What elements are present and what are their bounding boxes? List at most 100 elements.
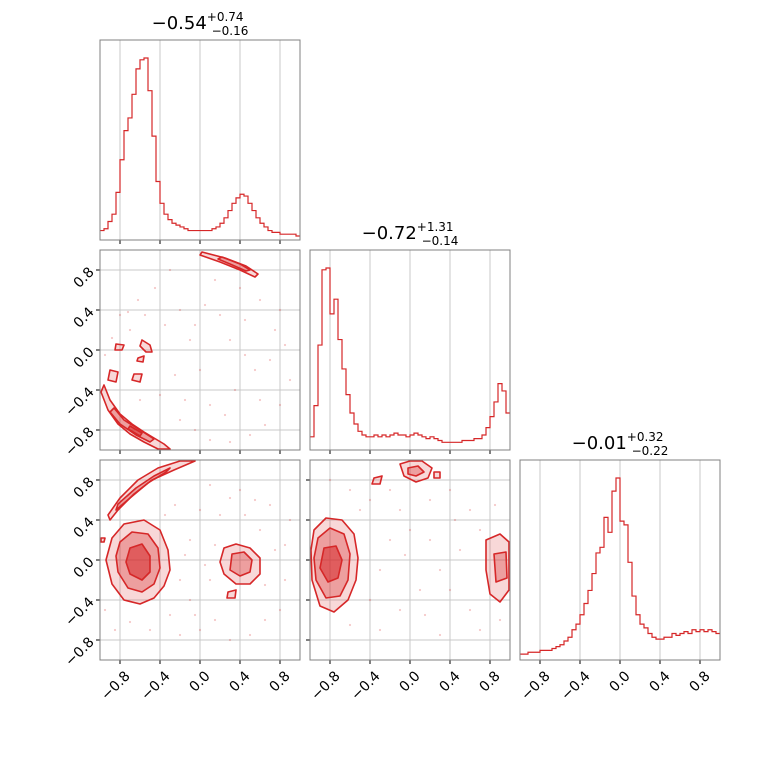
histogram-bin (386, 437, 390, 450)
contour-level-2 (407, 465, 425, 477)
histogram-bin (418, 435, 422, 450)
y-tick-label: 0.8 (71, 264, 98, 291)
sample-point (183, 398, 187, 402)
histogram-bin (204, 231, 208, 240)
histogram-bin (208, 231, 212, 240)
histogram-bin (620, 521, 624, 660)
contour-level-1 (433, 471, 441, 479)
histogram-bin (668, 637, 672, 660)
histogram-bin (318, 345, 322, 450)
histogram-bin (454, 442, 458, 450)
y-tick-label: 0.8 (71, 474, 98, 501)
histogram-bin (220, 223, 224, 240)
x-tick-label: 0.0 (187, 668, 214, 695)
histogram-bin (584, 604, 588, 660)
histogram-bin (288, 234, 292, 240)
sample-point (268, 503, 272, 507)
histogram-bin (648, 634, 652, 660)
panel-frame (309, 249, 511, 451)
histogram-bin (446, 442, 450, 450)
histogram-bin (292, 234, 296, 240)
histogram-bin (394, 433, 398, 450)
histogram-bin (676, 635, 680, 660)
sample-point (468, 508, 472, 512)
x-tick-label: −0.8 (98, 668, 133, 703)
contour-level-1 (219, 543, 261, 585)
sample-point (248, 433, 252, 437)
histogram-bin (124, 131, 128, 240)
contour-level-3 (319, 545, 343, 583)
sample-point (188, 598, 192, 602)
histogram-bin (196, 231, 200, 240)
histogram-series (310, 267, 510, 443)
contour-level-1 (107, 460, 196, 521)
panel-frame (519, 459, 721, 661)
histogram-bin (192, 231, 196, 240)
histogram-bin (136, 69, 140, 240)
histogram-bin (148, 91, 152, 240)
x-tick-label: −0.4 (558, 668, 593, 703)
density-panel-2-0 (96, 459, 301, 664)
histogram-bin (624, 525, 628, 660)
histogram-bin (592, 574, 596, 660)
sample-point (398, 608, 402, 612)
histogram-bin (188, 231, 192, 240)
histogram-bin (322, 270, 326, 450)
histogram-bin (438, 440, 442, 450)
sample-point (193, 613, 197, 617)
histogram-bin (644, 628, 648, 660)
x-tick-label: 0.4 (647, 668, 674, 695)
histogram-bin (232, 203, 236, 240)
sample-point (253, 498, 257, 502)
sample-point (423, 613, 427, 617)
histogram-series (100, 57, 300, 237)
sample-point (228, 496, 232, 500)
contour-level-1 (139, 339, 153, 353)
histogram-bin (342, 369, 346, 450)
title-plus-0: +0.74 (207, 10, 244, 24)
histogram-bin (596, 553, 600, 660)
sample-point (223, 413, 227, 417)
histogram-bin (466, 440, 470, 450)
sample-point (163, 323, 167, 327)
contour-level-2 (229, 551, 253, 577)
histogram-bin (284, 234, 288, 240)
sample-point (228, 638, 232, 642)
sample-point (163, 513, 167, 517)
contour-level-3 (127, 425, 143, 437)
contour-level-1 (136, 355, 145, 363)
histogram-bin (180, 227, 184, 240)
histogram-bin (362, 435, 366, 450)
sample-point (378, 628, 382, 632)
sample-point (248, 633, 252, 637)
histogram-bin (160, 203, 164, 240)
sample-point (193, 428, 197, 432)
title-minus-1: −0.14 (422, 234, 459, 248)
contour-level-3 (125, 543, 151, 581)
histogram-bin (692, 630, 696, 660)
sample-point (328, 478, 332, 482)
sample-point (213, 618, 217, 622)
histogram-bin (112, 214, 116, 240)
histogram-bin (370, 437, 374, 450)
density-panel-1-0 (96, 249, 301, 454)
histogram-bin (632, 596, 636, 660)
histogram-bin (252, 211, 256, 240)
histogram-bin (390, 435, 394, 450)
sample-point (238, 488, 242, 492)
histogram-bin (528, 652, 532, 660)
sample-point (126, 310, 130, 314)
histogram-bin (502, 391, 506, 450)
histogram-bin (640, 624, 644, 660)
hist-panel-0 (99, 39, 301, 244)
sample-point (428, 498, 432, 502)
histogram-bin (264, 227, 268, 240)
histogram-bin (100, 231, 104, 240)
histogram-bin (296, 236, 300, 240)
sample-point (208, 403, 212, 407)
histogram-bin (470, 440, 474, 450)
title-value-0: −0.54 (152, 13, 207, 34)
histogram-bin (426, 439, 430, 450)
histogram-bin (268, 231, 272, 240)
panel-frame (99, 249, 301, 451)
